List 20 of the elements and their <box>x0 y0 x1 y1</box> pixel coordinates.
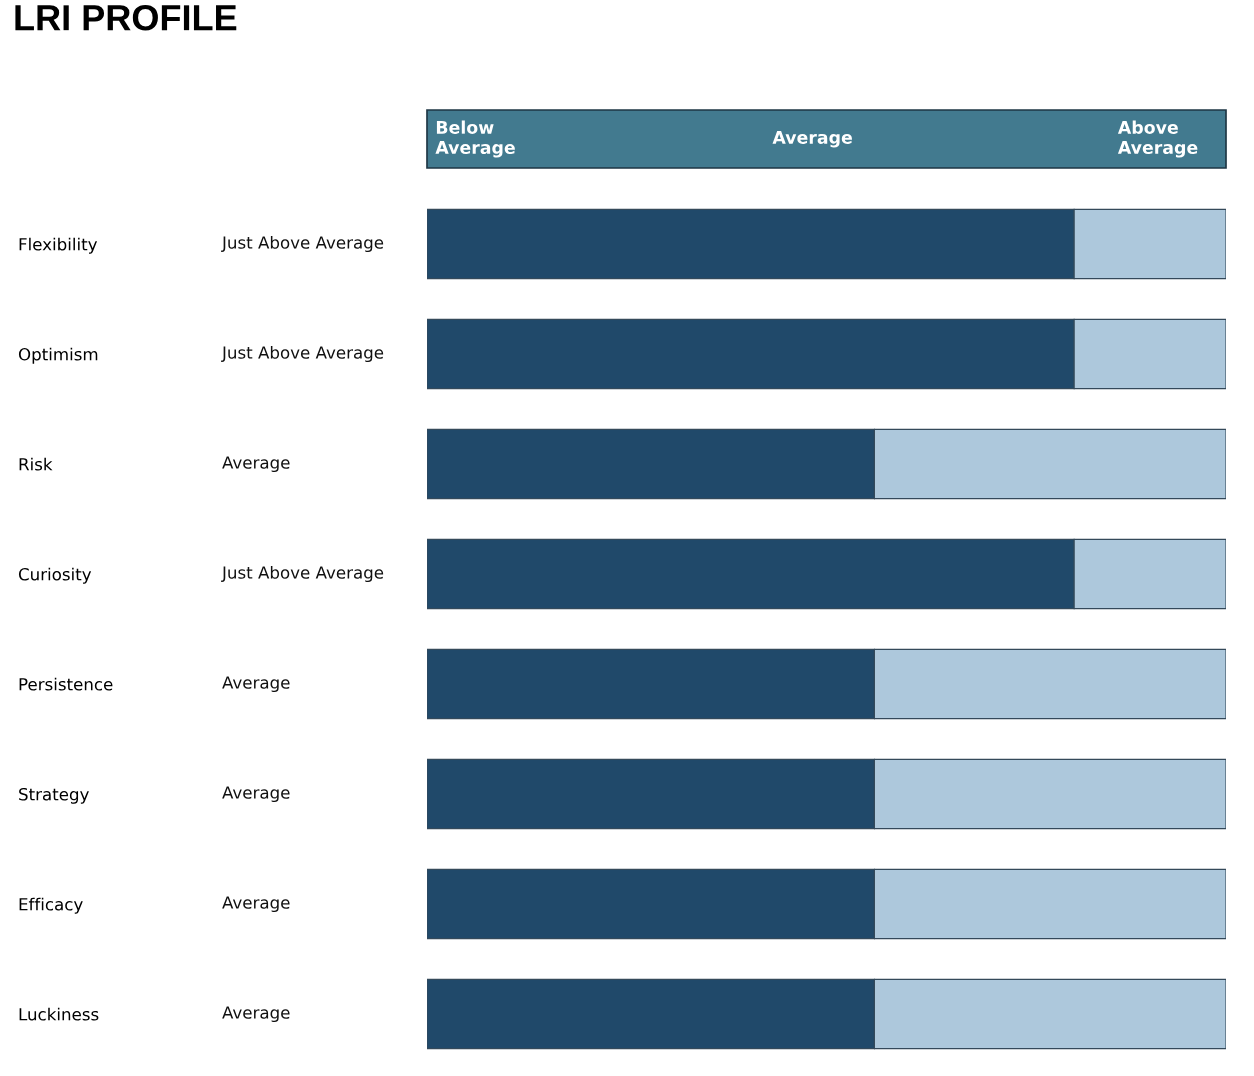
text: Above Average <box>1117 120 1198 158</box>
text: Average <box>222 1006 290 1023</box>
y-tick-label: Efficacy <box>19 897 83 914</box>
text: Average <box>222 786 290 803</box>
text: Below Average <box>435 120 515 158</box>
y-tick-label: Persistence <box>19 677 113 691</box>
text: Average <box>222 676 290 693</box>
text: Average <box>772 131 852 148</box>
text: LRI PROFILE <box>15 4 237 31</box>
y-tick-label: Strategy <box>19 787 89 804</box>
text: Average <box>222 896 290 913</box>
y-tick-label: Risk <box>19 457 53 471</box>
y-tick-label: Flexibility <box>19 237 98 254</box>
text: Average <box>222 456 290 473</box>
y-tick-label: Luckiness <box>19 1007 99 1021</box>
text: Just Above Average <box>221 345 384 363</box>
text: Just Above Average <box>221 235 384 253</box>
text: Just Above Average <box>221 565 384 583</box>
y-tick-label: Optimism <box>18 347 98 364</box>
y-tick-label: Curiosity <box>18 567 92 584</box>
